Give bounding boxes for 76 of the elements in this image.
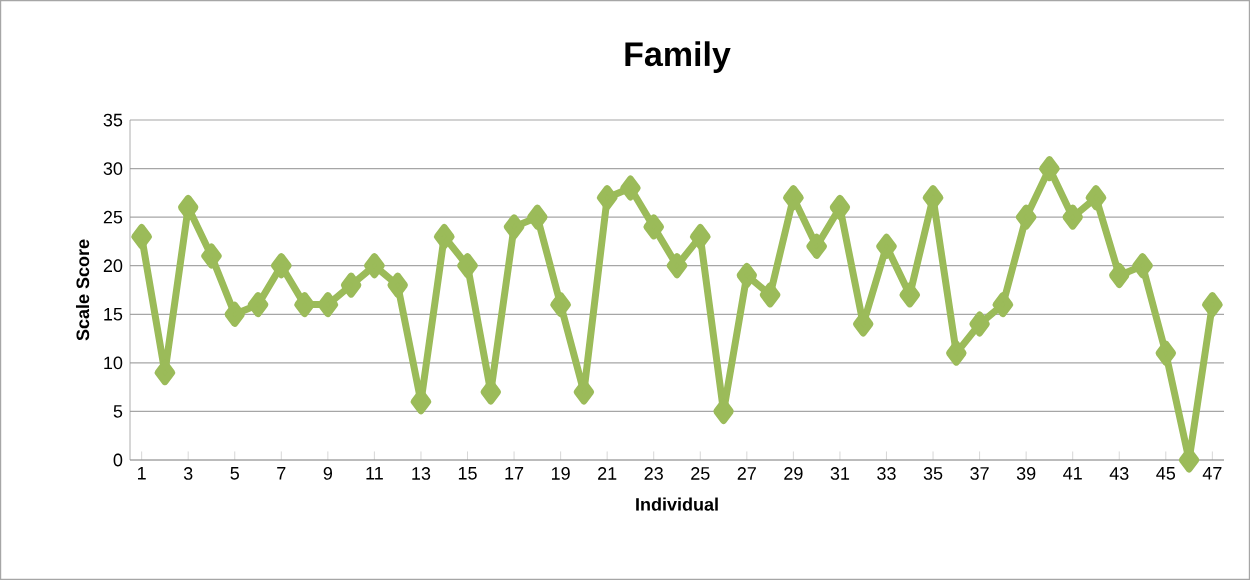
point [1085, 185, 1107, 211]
point [759, 282, 781, 308]
point [550, 292, 571, 318]
point [783, 185, 804, 211]
x-tick-label: 45 [1156, 467, 1176, 480]
point [527, 204, 548, 230]
x-tick-label: 27 [737, 467, 756, 480]
point [946, 340, 967, 366]
x-tick-label: 33 [877, 467, 896, 480]
x-tick-label: 9 [323, 467, 333, 480]
point [224, 301, 245, 327]
point [969, 311, 990, 337]
point [1132, 253, 1153, 279]
point [1062, 204, 1083, 230]
point [806, 233, 827, 259]
point [387, 272, 408, 298]
x-axis-title: Individual [636, 497, 718, 511]
point [876, 233, 897, 259]
y-tick-label: 0 [113, 453, 123, 467]
point [433, 224, 455, 250]
x-tick-label: 17 [505, 467, 524, 480]
x-tick-label: 1 [138, 467, 146, 480]
point [1015, 204, 1037, 230]
point [1039, 156, 1060, 182]
point [1109, 262, 1130, 288]
x-tick-label: 15 [458, 467, 477, 480]
x-tick-label: 19 [551, 467, 570, 480]
point [503, 214, 525, 240]
point [364, 253, 385, 279]
chart-title: Family [625, 41, 731, 73]
point [643, 214, 664, 240]
x-tick-label: 47 [1202, 467, 1222, 480]
y-axis-title: Scale Score [75, 239, 90, 341]
point [317, 292, 339, 318]
x-tick-label: 37 [970, 467, 989, 480]
x-tick-label: 11 [366, 467, 383, 480]
x-tick-label: 7 [277, 467, 286, 480]
point [457, 253, 478, 279]
point [410, 389, 432, 415]
x-tick-label: 41 [1063, 467, 1082, 480]
x-tick-label: 35 [923, 467, 943, 480]
point [177, 194, 199, 220]
point [247, 292, 269, 318]
point [992, 292, 1014, 318]
x-tick-label: 23 [644, 467, 663, 480]
point [154, 360, 176, 386]
point [690, 224, 711, 250]
y-tick-label: 5 [113, 405, 123, 418]
point [829, 194, 851, 220]
x-tick-label: 43 [1109, 467, 1129, 480]
point [1202, 292, 1223, 318]
point [1155, 340, 1177, 366]
x-tick-label: 13 [412, 467, 431, 480]
point [899, 282, 921, 308]
y-tick-label: 30 [103, 162, 123, 175]
point [620, 175, 641, 201]
y-tick-label: 35 [103, 113, 123, 127]
point [666, 253, 688, 279]
y-tick-label: 15 [104, 308, 123, 321]
x-tick-label: 21 [598, 467, 617, 480]
point [294, 292, 315, 318]
x-tick-label: 39 [1016, 467, 1036, 480]
point [340, 272, 362, 298]
point [131, 224, 152, 250]
x-tick-label: 31 [830, 467, 850, 480]
x-tick-label: 25 [691, 467, 710, 480]
y-tick-label: 10 [104, 356, 123, 370]
point [201, 243, 222, 269]
y-tick-label: 20 [103, 259, 123, 273]
point [271, 253, 292, 279]
y-tick-label: 25 [103, 210, 123, 224]
point [596, 185, 618, 211]
x-tick-label: 3 [183, 467, 193, 480]
x-tick-label: 29 [784, 467, 803, 480]
point [736, 262, 758, 288]
x-tick-label: 5 [230, 467, 239, 480]
